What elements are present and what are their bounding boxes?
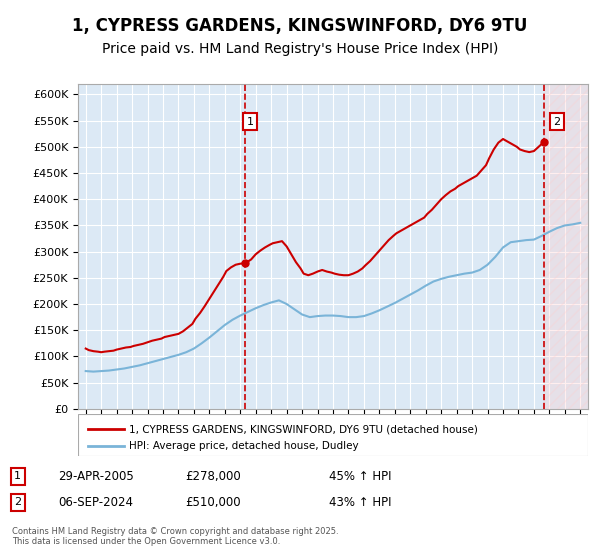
Text: 1, CYPRESS GARDENS, KINGSWINFORD, DY6 9TU: 1, CYPRESS GARDENS, KINGSWINFORD, DY6 9T…	[73, 17, 527, 35]
FancyBboxPatch shape	[78, 414, 588, 456]
Text: HPI: Average price, detached house, Dudley: HPI: Average price, detached house, Dudl…	[129, 441, 359, 451]
Text: 2: 2	[14, 497, 22, 507]
Text: £278,000: £278,000	[185, 470, 241, 483]
Text: £510,000: £510,000	[185, 496, 241, 509]
Text: 1: 1	[247, 116, 254, 127]
Text: 45% ↑ HPI: 45% ↑ HPI	[329, 470, 391, 483]
Text: 2: 2	[553, 116, 560, 127]
Text: 43% ↑ HPI: 43% ↑ HPI	[329, 496, 391, 509]
Text: 1: 1	[14, 472, 21, 482]
Text: Price paid vs. HM Land Registry's House Price Index (HPI): Price paid vs. HM Land Registry's House …	[102, 42, 498, 56]
Text: 06-SEP-2024: 06-SEP-2024	[58, 496, 133, 509]
Text: Contains HM Land Registry data © Crown copyright and database right 2025.
This d: Contains HM Land Registry data © Crown c…	[12, 526, 338, 546]
Bar	[544, 84, 588, 409]
Text: 1, CYPRESS GARDENS, KINGSWINFORD, DY6 9TU (detached house): 1, CYPRESS GARDENS, KINGSWINFORD, DY6 9T…	[129, 424, 478, 434]
Text: 29-APR-2005: 29-APR-2005	[58, 470, 134, 483]
